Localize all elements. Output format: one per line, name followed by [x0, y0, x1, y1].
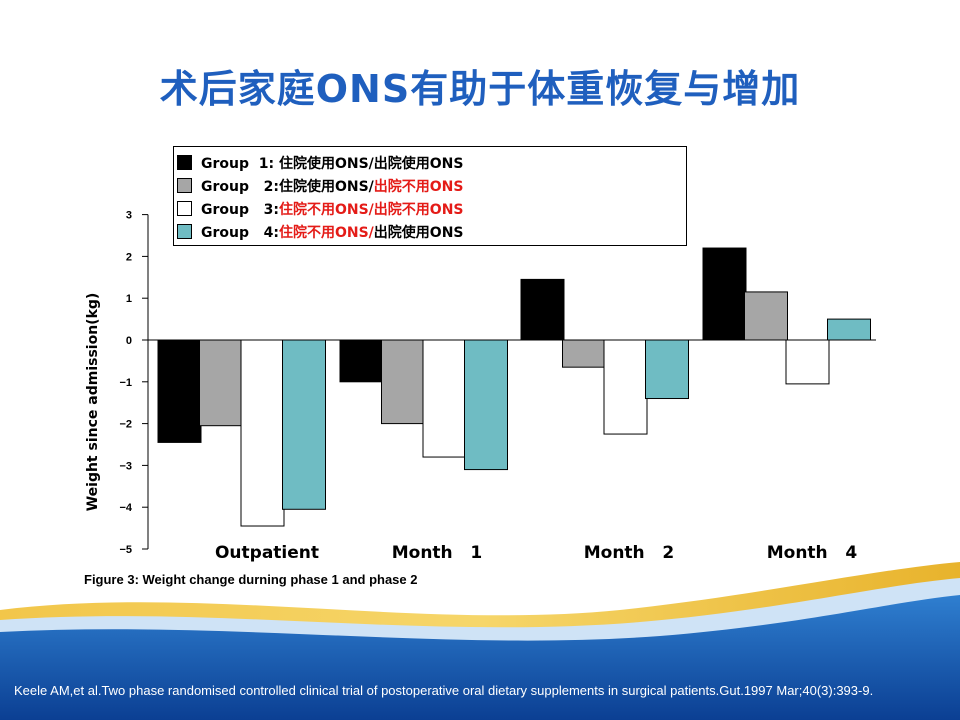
chart-legend: Group 1: 住院使用ONS/出院使用ONS Group 2:住院使用ONS/… — [173, 146, 687, 246]
bar — [422, 339, 467, 458]
x-category-label: Month 4 — [767, 543, 858, 563]
y-tick-label: 3 — [126, 210, 132, 222]
x-category-label: Month 1 — [392, 543, 483, 563]
bar-chart: 3 2 1 0 −1 −2 −3 −4 −5 Weight since admission(kg)… — [85, 210, 876, 563]
bar — [464, 339, 508, 471]
bar — [240, 339, 285, 527]
y-axis-label: Weight since admission(kg) — [85, 293, 101, 512]
y-tick-label: −2 — [119, 419, 132, 431]
bar — [282, 339, 326, 510]
bar — [157, 339, 202, 443]
legend-item: Group 4:住院不用ONS/出院使用ONS — [174, 220, 686, 243]
legend-swatch — [177, 224, 192, 239]
x-category-label: Month 2 — [584, 543, 675, 563]
legend-label-part: Group 1: 住院使用ONS/出院使用ONS — [201, 155, 464, 172]
legend-swatch — [177, 201, 192, 216]
legend-label: Group 1: 住院使用ONS/出院使用ONS — [201, 153, 463, 173]
bar — [744, 291, 788, 341]
legend-label: Group 2:住院使用ONS/出院不用ONS — [201, 176, 463, 196]
legend-label-part: 出院不用ONS — [373, 178, 464, 195]
y-tick-label: −1 — [119, 377, 132, 389]
legend-label-part: Group 4: — [201, 224, 279, 241]
bar — [381, 339, 425, 425]
bar — [603, 339, 648, 435]
legend-item: Group 2:住院使用ONS/出院不用ONS — [174, 174, 686, 197]
legend-label: Group 3:住院不用ONS/出院不用ONS — [201, 199, 464, 219]
y-tick-label: 0 — [126, 335, 132, 347]
legend-label-part: Group 3: — [201, 201, 279, 218]
citation-text: Keele AM,et al.Two phase randomised cont… — [14, 683, 874, 698]
bar — [339, 339, 384, 383]
slide-title: 术后家庭ONS有助于体重恢复与增加 — [159, 67, 801, 111]
y-tick-label: −5 — [119, 544, 132, 556]
figure-caption: Figure 3: Weight change durning phase 1 … — [84, 572, 418, 587]
legend-swatch — [177, 155, 192, 170]
legend-label-part: Group 2:住院使用ONS/ — [201, 178, 374, 195]
bar — [199, 339, 243, 427]
legend-label-part: 出院使用ONS — [373, 224, 464, 241]
footer-wave-decoration — [0, 562, 960, 720]
legend-item: Group 3:住院不用ONS/出院不用ONS — [174, 197, 686, 220]
legend-label-part: 住院不用ONS/ — [278, 201, 374, 218]
bar — [562, 339, 606, 368]
y-tick-label: 1 — [126, 293, 132, 305]
bar — [785, 339, 830, 385]
legend-item: Group 1: 住院使用ONS/出院使用ONS — [174, 151, 686, 174]
bar — [827, 318, 871, 341]
bar — [702, 247, 747, 341]
legend-swatch — [177, 178, 192, 193]
y-tick-label: −3 — [119, 460, 132, 472]
legend-label-part: 出院不用ONS — [373, 201, 464, 218]
y-tick-label: −4 — [119, 502, 132, 514]
legend-label: Group 4:住院不用ONS/出院使用ONS — [201, 222, 464, 242]
bar — [520, 278, 565, 341]
legend-label-part: 住院不用ONS/ — [278, 224, 374, 241]
x-category-label: Outpatient — [215, 543, 319, 563]
y-tick-label: 2 — [126, 251, 132, 263]
bar — [645, 339, 689, 400]
